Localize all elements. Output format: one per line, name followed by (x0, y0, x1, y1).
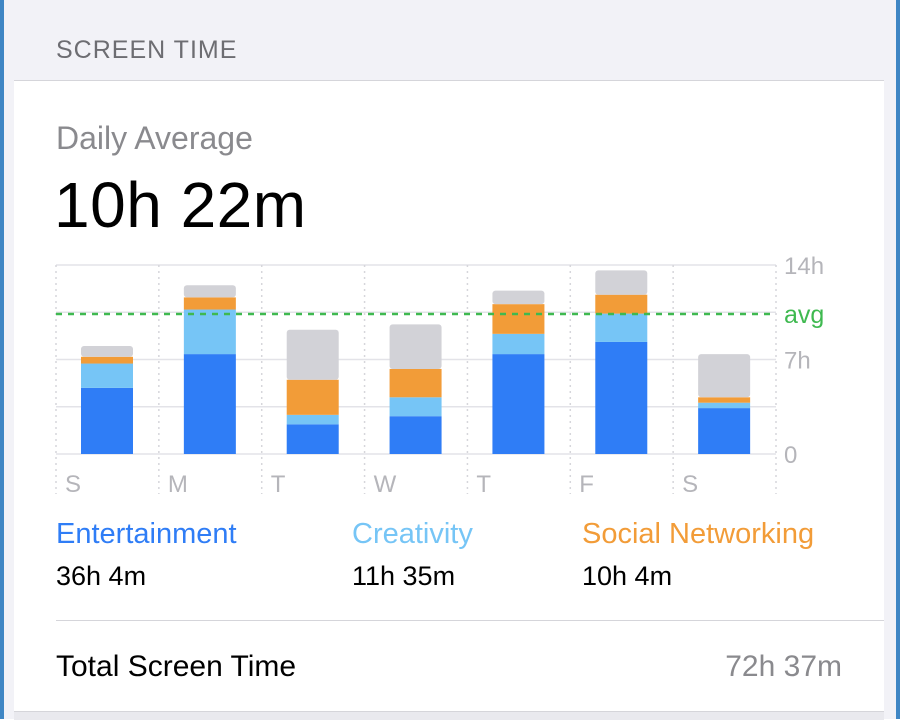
legend-creativity-time: 11h 35m (352, 561, 456, 591)
legend-social-networking-name: Social Networking (582, 518, 815, 550)
bar-segment-other (595, 270, 648, 295)
legend-social-networking-time: 10h 4m (582, 561, 673, 591)
bar-segment-other (698, 354, 751, 398)
bar-segment-entertainment (286, 424, 339, 454)
y-tick-label: 14h (784, 253, 824, 280)
bar-segment-social-networking (595, 294, 648, 314)
bar-segment-entertainment (183, 354, 236, 454)
bar-segment-creativity (183, 309, 236, 355)
legend-entertainment-name: Entertainment (56, 518, 237, 550)
section-title: SCREEN TIME (56, 36, 238, 64)
bar-segment-social-networking (492, 304, 545, 334)
total-screen-time-value: 72h 37m (725, 650, 842, 683)
card-bottom-edge (14, 711, 884, 720)
bar-segment-creativity (389, 397, 442, 417)
x-tick-label: M (168, 471, 188, 498)
bar-segment-entertainment (81, 387, 133, 454)
x-tick-label: W (374, 471, 397, 498)
bar-segment-creativity (698, 402, 751, 409)
bar-segment-social-networking (389, 368, 442, 398)
legend-entertainment-time: 36h 4m (56, 561, 147, 591)
average-label: avg (784, 301, 824, 329)
x-tick-label: T (476, 471, 491, 498)
section-header: SCREEN TIME (14, 10, 884, 81)
bar-segment-social-networking (183, 297, 236, 310)
y-tick-label: 0 (784, 442, 797, 469)
legend-creativity: Creativity 11h 35m (352, 518, 473, 592)
daily-average-value: 10h 22m (54, 169, 307, 241)
bar-segment-entertainment (595, 341, 648, 454)
bar-segment-other (183, 285, 236, 298)
bar-segment-social-networking (698, 397, 751, 403)
daily-average-label: Daily Average (56, 120, 253, 156)
bar-segment-other (81, 346, 133, 357)
bar-segment-entertainment (389, 416, 442, 454)
divider (56, 620, 884, 621)
bar-segment-entertainment (492, 354, 545, 454)
x-tick-label: F (579, 471, 594, 498)
y-tick-label: 7h (784, 348, 811, 375)
x-tick-label: S (65, 471, 81, 498)
legend-creativity-name: Creativity (352, 518, 473, 550)
x-tick-label: T (271, 471, 286, 498)
legend-social-networking: Social Networking 10h 4m (582, 518, 814, 592)
bar-segment-social-networking (81, 356, 133, 364)
bar-segment-other (286, 329, 339, 380)
bar-segment-other (389, 324, 442, 369)
bar-segment-creativity (286, 414, 339, 425)
bar-segment-creativity (81, 363, 133, 388)
total-screen-time-label[interactable]: Total Screen Time (56, 650, 297, 683)
x-tick-label: S (682, 471, 698, 498)
bar-segment-other (492, 290, 545, 305)
bar-segment-entertainment (698, 408, 751, 454)
bar-segment-creativity (595, 313, 648, 342)
bar-segment-social-networking (286, 379, 339, 415)
legend-entertainment: Entertainment 36h 4m (56, 518, 237, 592)
bar-segment-creativity (492, 333, 545, 355)
